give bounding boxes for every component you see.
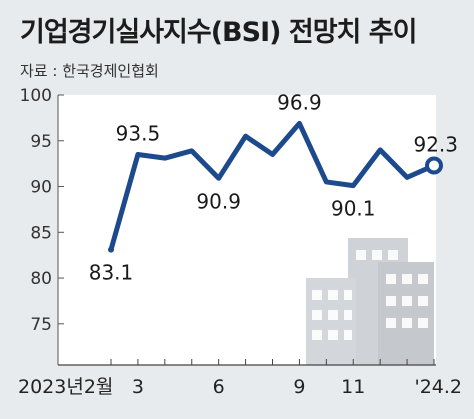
data-label: 90.9: [196, 189, 241, 213]
data-label: 93.5: [116, 121, 161, 145]
y-tick-label: 85: [30, 223, 52, 243]
building-icon: [306, 238, 434, 365]
x-tick-label: 11: [341, 376, 365, 398]
series-line-group: [108, 120, 443, 253]
series-line: [108, 120, 437, 253]
x-tick-label: '24.2: [414, 376, 462, 398]
x-tick-label: 6: [213, 376, 225, 398]
chart-title: 기업경기실사지수(BSI) 전망치 추이: [20, 17, 417, 48]
data-point: [108, 246, 114, 253]
data-point-last: [425, 156, 443, 175]
x-tick-label: 9: [293, 376, 305, 398]
data-label: 83.1: [89, 261, 134, 285]
x-tick-label: 3: [132, 376, 144, 398]
data-label-group: 83.1 93.5 90.9 96.9 90.1 92.3: [89, 90, 458, 284]
x-axis: 2023년2월 3 6 9 11 '24.2: [18, 359, 462, 398]
x-tick-label: 2023년2월: [18, 376, 113, 398]
y-tick-label: 95: [30, 132, 52, 152]
y-tick-label: 90: [30, 178, 52, 198]
y-tick-label: 75: [30, 315, 52, 335]
data-label: 96.9: [277, 90, 322, 114]
y-tick-label: 100: [20, 86, 52, 106]
y-axis: 75 80 85 90 95 100: [20, 86, 64, 365]
y-tick-label: 80: [30, 269, 52, 289]
data-label: 92.3: [413, 132, 458, 156]
source-note: 자료 : 한국경제인협회: [20, 62, 159, 80]
data-label: 90.1: [331, 197, 376, 221]
